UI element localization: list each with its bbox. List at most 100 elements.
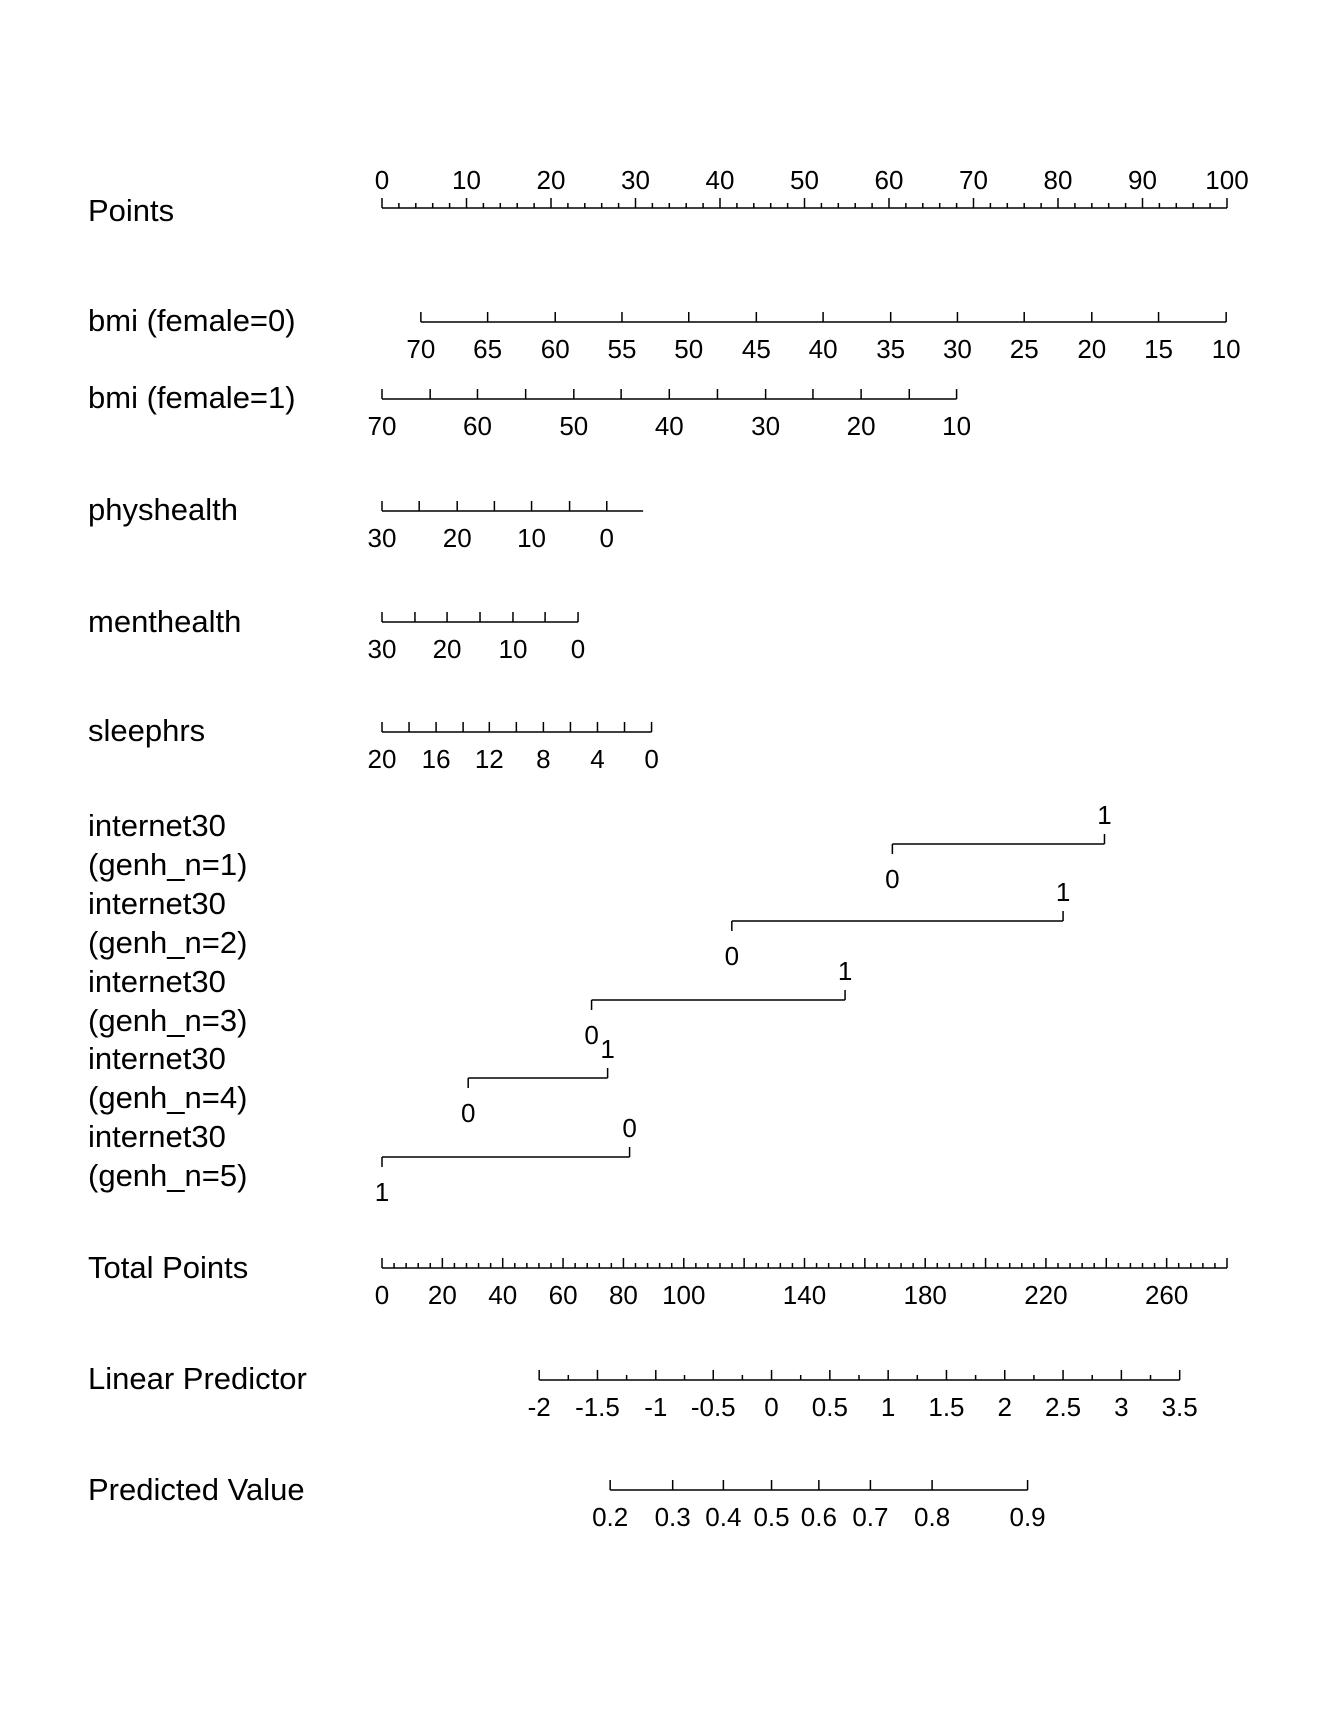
tick-label-bmi-female-0: 45	[742, 334, 771, 364]
tick-label-linear-predictor: 2	[998, 1392, 1012, 1422]
tick-label-internet30-genh-n-2: 1	[1056, 877, 1070, 907]
tick-label-sleephrs: 16	[422, 744, 451, 774]
tick-label-predicted-value: 0.6	[801, 1502, 837, 1532]
tick-label-points: 10	[452, 165, 481, 195]
tick-label-bmi-female-0: 40	[809, 334, 838, 364]
tick-label-internet30-genh-n-2: 0	[725, 941, 739, 971]
row-label-bmi-female-0: bmi (female=0)	[88, 303, 296, 338]
tick-label-bmi-female-0: 10	[1212, 334, 1241, 364]
tick-label-internet30-genh-n-3: 1	[838, 956, 852, 986]
tick-label-internet30-genh-n-4: 1	[600, 1034, 614, 1064]
tick-label-linear-predictor: 1.5	[928, 1392, 964, 1422]
tick-label-physhealth: 0	[600, 523, 614, 553]
tick-label-total-points: 20	[428, 1280, 457, 1310]
tick-label-sleephrs: 4	[590, 744, 604, 774]
tick-label-menthealth: 0	[571, 634, 585, 664]
row-label-internet30-genh-n-5: (genh_n=5)	[88, 1158, 247, 1193]
tick-label-bmi-female-0: 65	[473, 334, 502, 364]
tick-label-bmi-female-1: 60	[463, 411, 492, 441]
tick-label-linear-predictor: -2	[528, 1392, 551, 1422]
tick-label-points: 80	[1044, 165, 1073, 195]
row-label-internet30-genh-n-1: (genh_n=1)	[88, 847, 247, 882]
tick-label-predicted-value: 0.7	[852, 1502, 888, 1532]
tick-label-total-points: 140	[783, 1280, 826, 1310]
row-label-internet30-genh-n-2: internet30	[88, 886, 226, 921]
tick-label-bmi-female-1: 30	[751, 411, 780, 441]
tick-label-bmi-female-0: 55	[608, 334, 637, 364]
row-label-points: Points	[88, 193, 174, 228]
row-label-total-points: Total Points	[88, 1250, 248, 1285]
tick-label-bmi-female-1: 50	[559, 411, 588, 441]
tick-label-points: 30	[621, 165, 650, 195]
tick-label-bmi-female-0: 30	[943, 334, 972, 364]
tick-label-linear-predictor: -1	[644, 1392, 667, 1422]
tick-label-points: 40	[706, 165, 735, 195]
tick-label-total-points: 60	[549, 1280, 578, 1310]
tick-label-points: 60	[875, 165, 904, 195]
row-label-internet30-genh-n-4: (genh_n=4)	[88, 1080, 247, 1115]
tick-label-linear-predictor: 0.5	[812, 1392, 848, 1422]
tick-label-bmi-female-1: 70	[368, 411, 397, 441]
tick-label-predicted-value: 0.9	[1010, 1502, 1046, 1532]
tick-label-sleephrs: 0	[644, 744, 658, 774]
tick-label-menthealth: 30	[368, 634, 397, 664]
tick-label-total-points: 80	[609, 1280, 638, 1310]
tick-label-linear-predictor: -0.5	[691, 1392, 736, 1422]
tick-label-points: 100	[1205, 165, 1248, 195]
row-label-internet30-genh-n-1: internet30	[88, 808, 226, 843]
tick-label-bmi-female-1: 20	[847, 411, 876, 441]
row-label-menthealth: menthealth	[88, 604, 241, 639]
tick-label-physhealth: 10	[517, 523, 546, 553]
tick-label-total-points: 220	[1024, 1280, 1067, 1310]
tick-label-bmi-female-0: 25	[1010, 334, 1039, 364]
tick-label-predicted-value: 0.8	[914, 1502, 950, 1532]
tick-label-internet30-genh-n-5: 1	[375, 1177, 389, 1207]
tick-label-points: 70	[959, 165, 988, 195]
row-label-physhealth: physhealth	[88, 492, 238, 527]
row-label-internet30-genh-n-4: internet30	[88, 1041, 226, 1076]
tick-label-sleephrs: 20	[368, 744, 397, 774]
tick-label-predicted-value: 0.3	[655, 1502, 691, 1532]
row-label-internet30-genh-n-5: internet30	[88, 1119, 226, 1154]
tick-label-linear-predictor: 2.5	[1045, 1392, 1081, 1422]
tick-label-menthealth: 20	[433, 634, 462, 664]
tick-label-internet30-genh-n-4: 0	[461, 1098, 475, 1128]
tick-label-bmi-female-1: 40	[655, 411, 684, 441]
tick-label-points: 20	[537, 165, 566, 195]
tick-label-internet30-genh-n-5: 0	[622, 1113, 636, 1143]
tick-label-points: 0	[375, 165, 389, 195]
tick-label-total-points: 260	[1145, 1280, 1188, 1310]
tick-label-sleephrs: 12	[475, 744, 504, 774]
tick-label-total-points: 100	[662, 1280, 705, 1310]
row-label-internet30-genh-n-3: (genh_n=3)	[88, 1003, 247, 1038]
row-label-sleephrs: sleephrs	[88, 713, 205, 748]
tick-label-points: 90	[1128, 165, 1157, 195]
tick-label-physhealth: 20	[443, 523, 472, 553]
row-label-linear-predictor: Linear Predictor	[88, 1361, 307, 1396]
tick-label-predicted-value: 0.2	[592, 1502, 628, 1532]
tick-label-linear-predictor: 3	[1114, 1392, 1128, 1422]
tick-label-menthealth: 10	[499, 634, 528, 664]
tick-label-total-points: 180	[904, 1280, 947, 1310]
tick-label-bmi-female-0: 20	[1077, 334, 1106, 364]
tick-label-internet30-genh-n-3: 0	[584, 1020, 598, 1050]
tick-label-bmi-female-0: 15	[1144, 334, 1173, 364]
row-label-bmi-female-1: bmi (female=1)	[88, 380, 296, 415]
tick-label-linear-predictor: 1	[881, 1392, 895, 1422]
tick-label-linear-predictor: -1.5	[575, 1392, 620, 1422]
tick-label-total-points: 0	[375, 1280, 389, 1310]
tick-label-internet30-genh-n-1: 1	[1097, 800, 1111, 830]
tick-label-bmi-female-0: 60	[541, 334, 570, 364]
row-label-predicted-value: Predicted Value	[88, 1472, 305, 1507]
tick-label-predicted-value: 0.4	[705, 1502, 741, 1532]
tick-label-bmi-female-1: 10	[942, 411, 971, 441]
tick-label-sleephrs: 8	[536, 744, 550, 774]
row-label-internet30-genh-n-2: (genh_n=2)	[88, 925, 247, 960]
tick-label-bmi-female-0: 50	[674, 334, 703, 364]
tick-label-predicted-value: 0.5	[753, 1502, 789, 1532]
tick-label-linear-predictor: 3.5	[1162, 1392, 1198, 1422]
tick-label-total-points: 40	[488, 1280, 517, 1310]
tick-label-bmi-female-0: 70	[406, 334, 435, 364]
tick-label-bmi-female-0: 35	[876, 334, 905, 364]
